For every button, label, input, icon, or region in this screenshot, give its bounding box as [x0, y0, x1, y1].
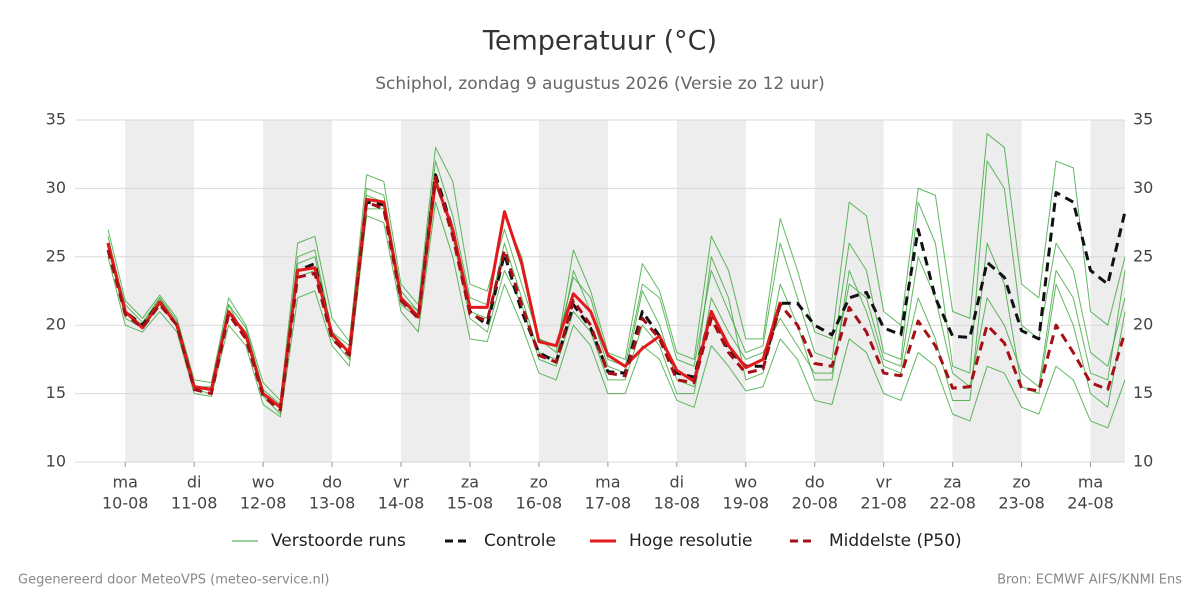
x-tick-date: 16-08	[516, 494, 563, 513]
day-shade	[952, 120, 1022, 462]
x-tick-date: 11-08	[171, 494, 218, 513]
x-tick-label: za	[944, 473, 962, 492]
footer-right: Bron: ECMWF AIFS/KNMI Ens	[997, 573, 1182, 588]
y-tick-label: 35	[46, 110, 66, 129]
x-tick-label: wo	[252, 473, 275, 492]
ensemble-line	[107, 174, 1126, 415]
x-tick-date: 21-08	[860, 494, 907, 513]
x-tick-label: wo	[734, 473, 757, 492]
ensemble-line	[107, 160, 1126, 406]
x-tick-date: 10-08	[102, 494, 149, 513]
y-tick-label: 10	[46, 452, 66, 471]
day-shade	[676, 120, 746, 462]
chart-subtitle: Schiphol, zondag 9 augustus 2026 (Versie…	[375, 74, 825, 94]
y-tick-label: 30	[46, 178, 66, 197]
legend-label: Controle	[484, 531, 556, 551]
x-tick-label: do	[322, 473, 342, 492]
x-tick-date: 12-08	[240, 494, 287, 513]
chart-title: Temperatuur (°C)	[482, 26, 717, 57]
x-tick-label: di	[670, 473, 685, 492]
y2-tick-label: 35	[1133, 110, 1153, 129]
footer-left: Gegenereerd door MeteoVPS (meteo-service…	[18, 573, 329, 588]
legend-label: Verstoorde runs	[271, 531, 406, 551]
x-tick-date: 22-08	[929, 494, 976, 513]
ensemble-line	[107, 201, 1126, 429]
y2-tick-label: 30	[1133, 178, 1153, 197]
ensemble-line	[107, 133, 1126, 401]
legend-label: Middelste (P50)	[829, 531, 962, 551]
x-tick-date: 13-08	[309, 494, 356, 513]
x-tick-label: za	[461, 473, 479, 492]
x-tick-label: zo	[530, 473, 548, 492]
series-line	[106, 175, 1127, 412]
y2-tick-label: 20	[1133, 315, 1153, 334]
day-shade	[814, 120, 884, 462]
y2-tick-label: 10	[1133, 452, 1153, 471]
y2-tick-label: 25	[1133, 246, 1153, 265]
y2-tick-label: 15	[1133, 383, 1153, 402]
day-shade	[125, 120, 195, 462]
x-tick-date: 18-08	[654, 494, 701, 513]
x-tick-label: di	[187, 473, 202, 492]
x-tick-label: do	[805, 473, 825, 492]
x-tick-date: 24-08	[1067, 494, 1114, 513]
x-tick-label: vr	[393, 473, 409, 492]
x-tick-date: 17-08	[585, 494, 632, 513]
x-tick-label: ma	[595, 473, 620, 492]
x-tick-label: ma	[1078, 473, 1103, 492]
y-tick-label: 20	[46, 315, 66, 334]
legend-label: Hoge resolutie	[629, 531, 753, 551]
x-tick-label: vr	[876, 473, 892, 492]
day-shade	[538, 120, 608, 462]
x-tick-date: 23-08	[998, 494, 1045, 513]
x-tick-label: zo	[1012, 473, 1030, 492]
y-tick-label: 25	[46, 246, 66, 265]
y-tick-label: 15	[46, 383, 66, 402]
x-tick-date: 20-08	[791, 494, 838, 513]
x-tick-date: 19-08	[723, 494, 770, 513]
x-tick-date: 14-08	[378, 494, 425, 513]
x-tick-date: 15-08	[447, 494, 494, 513]
day-shade	[1090, 120, 1125, 462]
x-tick-label: ma	[113, 473, 138, 492]
